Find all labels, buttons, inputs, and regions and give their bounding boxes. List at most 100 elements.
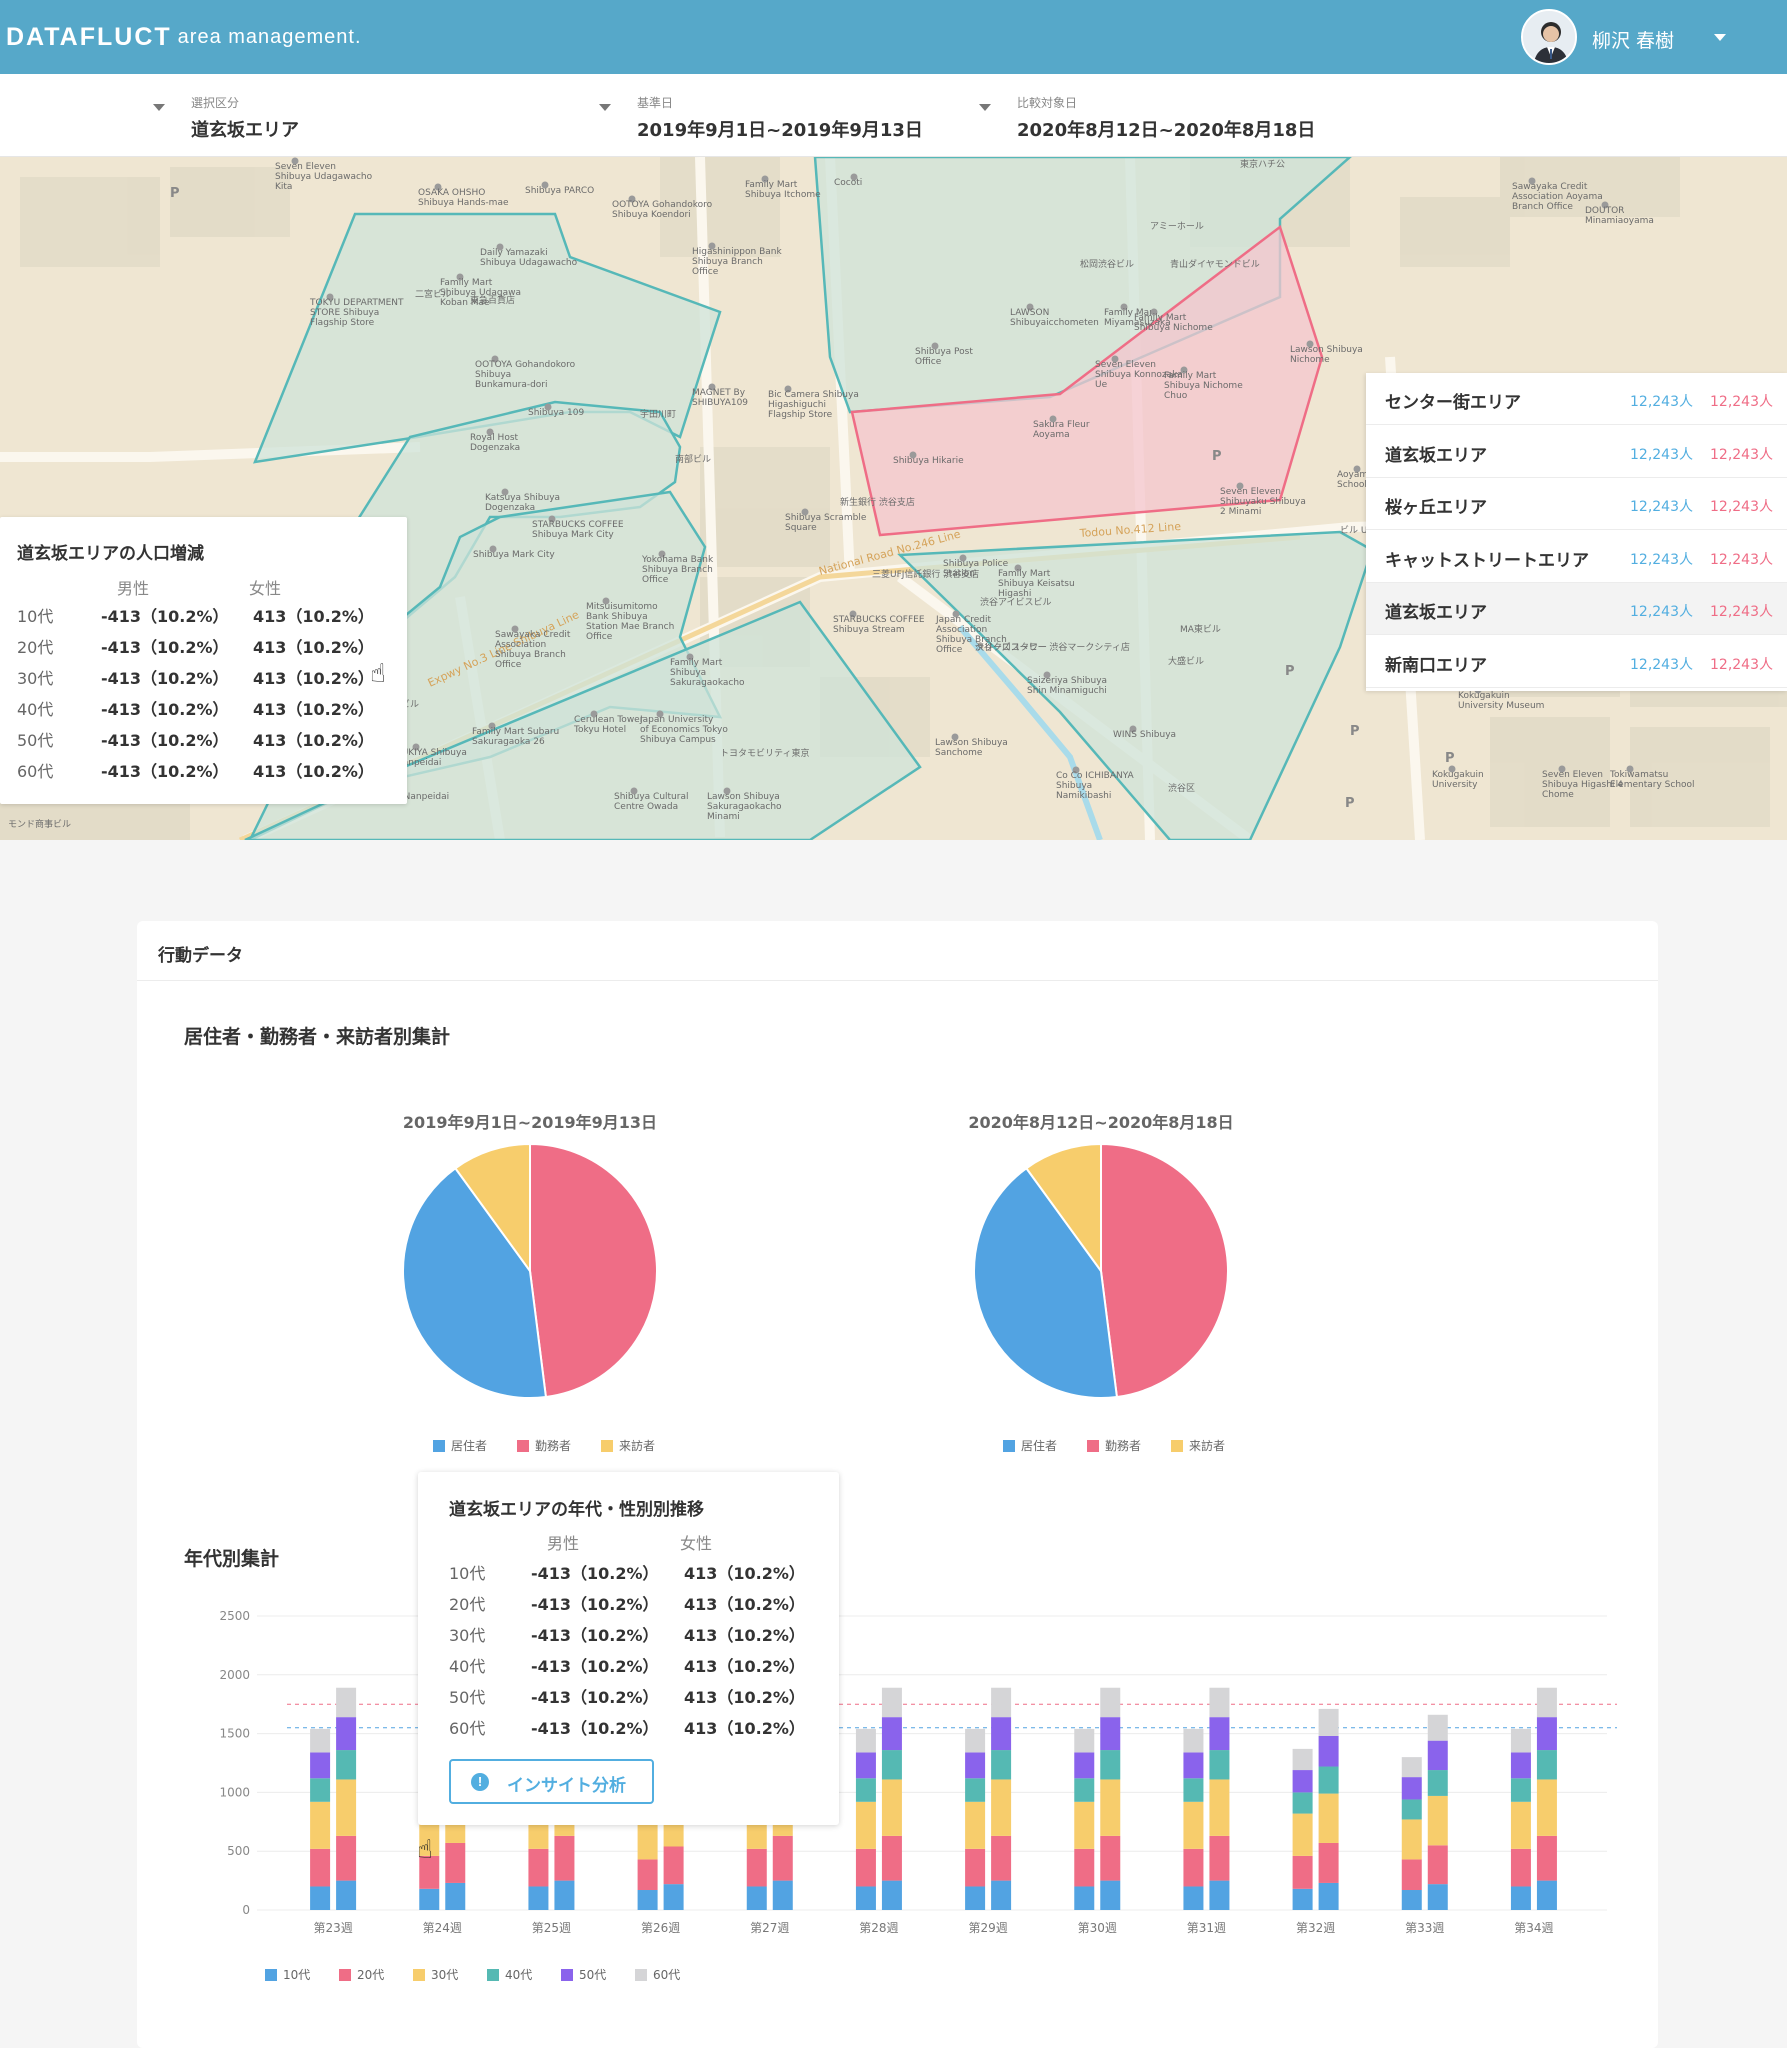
bar-segment[interactable]	[554, 1835, 575, 1881]
bar-segment[interactable]	[1510, 1886, 1531, 1910]
bar-segment[interactable]	[336, 1779, 357, 1836]
poi-marker-icon[interactable]	[1626, 765, 1634, 773]
bar-segment[interactable]	[1074, 1886, 1095, 1910]
pie-slice[interactable]	[1100, 1142, 1229, 1399]
bar-segment[interactable]	[991, 1687, 1012, 1718]
poi-marker-icon[interactable]	[1150, 308, 1158, 316]
area-list-item[interactable]: 桜ヶ丘エリア 12,243人 12,243人	[1366, 478, 1787, 530]
bar-segment[interactable]	[965, 1848, 986, 1887]
pie-slice[interactable]	[402, 1166, 548, 1399]
legend-item[interactable]: 勤務者	[517, 1437, 571, 1454]
user-menu-chevron-down-icon[interactable]	[1714, 34, 1726, 41]
legend-item[interactable]: 来訪者	[1171, 1437, 1225, 1454]
bar-segment[interactable]	[336, 1835, 357, 1881]
poi-marker-icon[interactable]	[541, 181, 549, 189]
bar-segment[interactable]	[965, 1728, 986, 1753]
bar-segment[interactable]	[855, 1801, 876, 1849]
poi-marker-icon[interactable]	[656, 710, 664, 718]
poi-marker-icon[interactable]	[1448, 765, 1456, 773]
bar-segment[interactable]	[637, 1890, 658, 1910]
poi-marker-icon[interactable]	[1306, 340, 1314, 348]
poi-marker-icon[interactable]	[801, 508, 809, 516]
bar-segment[interactable]	[746, 1886, 767, 1910]
legend-item[interactable]: 勤務者	[1087, 1437, 1141, 1454]
bar-segment[interactable]	[1536, 1880, 1557, 1910]
poi-marker-icon[interactable]	[630, 787, 638, 795]
poi-marker-icon[interactable]	[501, 488, 509, 496]
bar-segment[interactable]	[965, 1752, 986, 1779]
bar-segment[interactable]	[1427, 1795, 1448, 1846]
bar-segment[interactable]	[1074, 1728, 1095, 1753]
bar-segment[interactable]	[1292, 1792, 1313, 1814]
chevron-down-icon[interactable]	[979, 104, 991, 111]
bar-segment[interactable]	[1401, 1777, 1422, 1800]
bar-segment[interactable]	[1510, 1801, 1531, 1849]
poi-marker-icon[interactable]	[1120, 303, 1128, 311]
bar-segment[interactable]	[336, 1880, 357, 1910]
filter-value[interactable]: 道玄坂エリア	[191, 120, 299, 141]
bar-segment[interactable]	[1183, 1886, 1204, 1910]
bar-segment[interactable]	[1427, 1845, 1448, 1885]
bar-segment[interactable]	[1536, 1717, 1557, 1751]
bar-segment[interactable]	[991, 1750, 1012, 1780]
bar-segment[interactable]	[637, 1859, 658, 1891]
bar-segment[interactable]	[445, 1882, 466, 1910]
bar-segment[interactable]	[1074, 1778, 1095, 1802]
bar-segment[interactable]	[1183, 1752, 1204, 1779]
bar-segment[interactable]	[663, 1846, 684, 1885]
area-list-item[interactable]: キャットストリートエリア 12,243人 12,243人	[1366, 531, 1787, 583]
bar-segment[interactable]	[1318, 1766, 1339, 1794]
bar-segment[interactable]	[1427, 1884, 1448, 1910]
poi-marker-icon[interactable]	[488, 722, 496, 730]
insight-analysis-button[interactable]: ! インサイト分析	[449, 1759, 654, 1804]
poi-marker-icon[interactable]	[909, 451, 917, 459]
bar-segment[interactable]	[965, 1801, 986, 1849]
poi-marker-icon[interactable]	[412, 743, 420, 751]
poi-marker-icon[interactable]	[1353, 465, 1361, 473]
filter-value[interactable]: 2019年9月1日~2019年9月13日	[637, 120, 923, 141]
bar-segment[interactable]	[1292, 1855, 1313, 1889]
bar-segment[interactable]	[1209, 1717, 1230, 1751]
poi-marker-icon[interactable]	[496, 243, 504, 251]
poi-marker-icon[interactable]	[1043, 671, 1051, 679]
bar-segment[interactable]	[1100, 1880, 1121, 1910]
poi-marker-icon[interactable]	[1014, 564, 1022, 572]
legend-item[interactable]: 50代	[561, 1966, 606, 1983]
bar-segment[interactable]	[663, 1884, 684, 1910]
poi-marker-icon[interactable]	[602, 597, 610, 605]
bar-segment[interactable]	[991, 1779, 1012, 1836]
area-list-item[interactable]: センター街エリア 12,243人 12,243人	[1366, 373, 1787, 425]
legend-item[interactable]: 来訪者	[601, 1437, 655, 1454]
poi-marker-icon[interactable]	[708, 383, 716, 391]
bar-segment[interactable]	[855, 1848, 876, 1887]
bar-segment[interactable]	[1209, 1750, 1230, 1780]
bar-segment[interactable]	[1074, 1848, 1095, 1887]
bar-segment[interactable]	[1510, 1728, 1531, 1753]
bar-segment[interactable]	[881, 1750, 902, 1780]
bar-segment[interactable]	[1209, 1835, 1230, 1881]
bar-segment[interactable]	[1510, 1778, 1531, 1802]
bar-segment[interactable]	[1318, 1735, 1339, 1767]
user-name[interactable]: 柳沢 春樹	[1592, 30, 1675, 52]
poi-marker-icon[interactable]	[931, 342, 939, 350]
poi-marker-icon[interactable]	[761, 175, 769, 183]
bar-segment[interactable]	[336, 1717, 357, 1751]
bar-segment[interactable]	[855, 1752, 876, 1779]
bar-segment[interactable]	[1100, 1717, 1121, 1751]
poi-marker-icon[interactable]	[456, 273, 464, 281]
bar-segment[interactable]	[855, 1778, 876, 1802]
legend-item[interactable]: 30代	[413, 1966, 458, 1983]
bar-segment[interactable]	[1510, 1848, 1531, 1887]
bar-segment[interactable]	[1318, 1708, 1339, 1736]
poi-marker-icon[interactable]	[723, 787, 731, 795]
legend-item[interactable]: 60代	[635, 1966, 680, 1983]
filter-value[interactable]: 2020年8月12日~2020年8月18日	[1017, 120, 1316, 141]
bar-segment[interactable]	[310, 1848, 331, 1887]
bar-segment[interactable]	[1536, 1750, 1557, 1780]
bar-segment[interactable]	[881, 1880, 902, 1910]
bar-segment[interactable]	[419, 1855, 440, 1889]
bar-segment[interactable]	[965, 1886, 986, 1910]
poi-marker-icon[interactable]	[1111, 355, 1119, 363]
avatar[interactable]	[1521, 9, 1577, 65]
bar-segment[interactable]	[1510, 1752, 1531, 1779]
